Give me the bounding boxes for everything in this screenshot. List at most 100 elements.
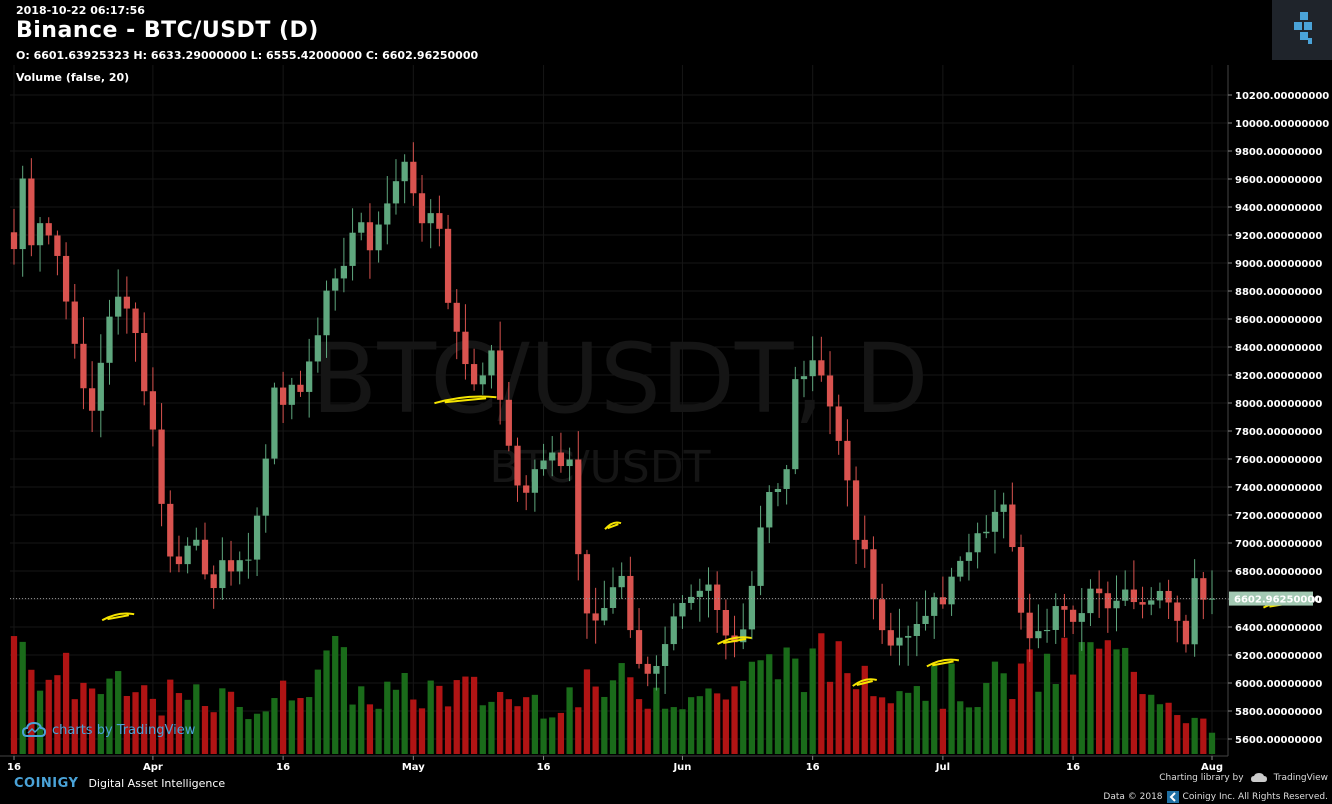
candle-body (279, 387, 287, 405)
volume-bar (878, 697, 886, 754)
candle-body (349, 232, 356, 266)
ohlc-values: O: 6601.63925323 H: 6633.29000000 L: 655… (16, 49, 479, 62)
candle (1208, 570, 1216, 615)
candle-body (549, 452, 556, 461)
candle (870, 536, 877, 620)
candle (783, 464, 790, 505)
candle-body (1156, 590, 1164, 601)
candle-body (479, 375, 486, 385)
volume-bar (115, 671, 122, 754)
time-tick-label: Jun (672, 762, 691, 773)
volume-bar (340, 647, 348, 754)
candle-body (653, 665, 660, 674)
volume-bar (1148, 694, 1155, 754)
volume-bar (1035, 691, 1042, 754)
price-tick-label: 7400.00000000 (1235, 483, 1322, 494)
candle (627, 556, 634, 638)
volume-bar (392, 689, 400, 754)
candle (271, 382, 278, 465)
candle (913, 601, 920, 657)
volume-bar (939, 708, 947, 754)
candle-body (1113, 600, 1120, 609)
candle-body (601, 607, 608, 621)
volume-bar (618, 663, 625, 754)
volume-bar (184, 699, 191, 754)
candle-body (566, 459, 573, 467)
volume-bar (410, 699, 417, 754)
volume-bar (288, 700, 295, 754)
candle-body (392, 181, 400, 204)
candle (488, 344, 495, 389)
volume-bar (549, 717, 556, 754)
volume-bar (983, 682, 990, 754)
price-tick-label: 7800.00000000 (1235, 427, 1322, 438)
candle (1148, 587, 1155, 616)
candle (288, 377, 295, 420)
volume-bar (1191, 717, 1198, 754)
candle (340, 237, 348, 293)
candle-body (592, 613, 599, 621)
volume-bar (809, 648, 816, 754)
candle-body (826, 375, 834, 407)
candle-body (887, 630, 894, 646)
candle (97, 334, 104, 438)
candle (253, 507, 261, 577)
candle (1026, 593, 1033, 662)
candle (71, 284, 78, 359)
volume-bar (366, 704, 374, 754)
candle-body (1130, 589, 1137, 603)
price-axis[interactable]: 10200.00000000 10000.00000000 9800.0000000… (1228, 91, 1329, 746)
candle-body (514, 445, 521, 486)
candle-body (158, 429, 165, 504)
coinigy-brand[interactable]: COINIGY Digital Asset Intelligence (14, 776, 225, 791)
volume-bar (253, 713, 261, 754)
volume-bar (609, 680, 617, 754)
tradingview-credit-link[interactable]: charts by TradingView (22, 722, 195, 738)
candle (80, 316, 87, 410)
candle (28, 158, 35, 257)
drawing-annotations[interactable] (101, 395, 1300, 687)
candle-body (271, 387, 278, 459)
drawing-annotation-mark[interactable] (101, 612, 135, 622)
candle-body (28, 178, 35, 246)
candle-body (957, 560, 964, 577)
coinigy-logo-button[interactable] (1272, 0, 1332, 60)
volume-bar (965, 707, 973, 754)
candle (531, 459, 538, 512)
volume-bar (922, 700, 929, 754)
time-axis[interactable]: 16Apr16May16Jun16Jul16Aug16Sep16Oct16 (7, 756, 1332, 773)
candle (149, 367, 157, 447)
candle-body (931, 597, 938, 616)
candle-body (123, 296, 130, 309)
volume-bar (62, 652, 70, 754)
drawing-annotation-mark[interactable] (717, 636, 752, 645)
candle-body (427, 213, 434, 224)
candle-body (583, 554, 591, 614)
candle-body (184, 545, 191, 565)
drawing-annotation-mark[interactable] (434, 395, 497, 405)
price-tick-label: 8200.00000000 (1235, 371, 1322, 382)
candle-body (288, 384, 295, 405)
coinigy-brand-name: COINIGY (14, 776, 79, 791)
candle (514, 437, 521, 502)
charting-library-credit[interactable]: Charting library by TradingView (1159, 773, 1328, 783)
drawing-annotation-mark[interactable] (852, 678, 877, 687)
volume-bar (227, 691, 235, 754)
candle (123, 276, 130, 334)
drawing-annotation-mark[interactable] (926, 658, 960, 668)
candle-body (219, 560, 226, 589)
volume-bar (314, 669, 321, 754)
candle-body (644, 663, 651, 674)
drawing-annotation-mark[interactable] (604, 521, 622, 530)
volume-indicator-label[interactable]: Volume (false, 20) (16, 71, 130, 84)
candle-body (939, 597, 947, 605)
candle (436, 195, 443, 247)
candle-body (106, 316, 113, 363)
candle-body (896, 637, 903, 646)
candle (1191, 559, 1198, 657)
candle-body (722, 609, 729, 636)
tradingview-text: TradingView (1273, 773, 1328, 783)
candle (1009, 482, 1016, 552)
candle (1182, 614, 1190, 653)
